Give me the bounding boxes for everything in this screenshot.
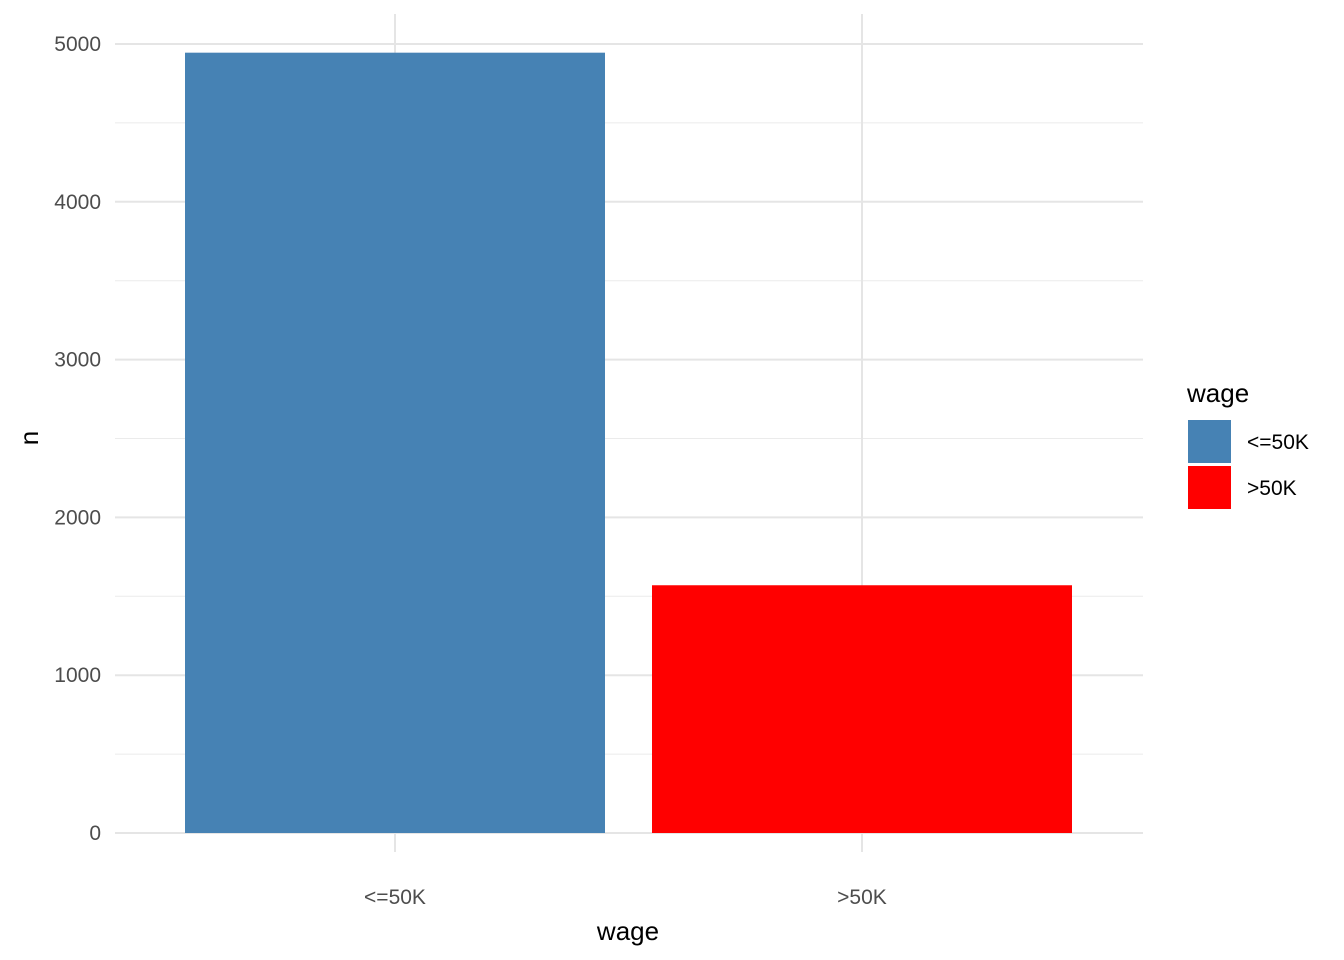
x-tick-label: >50K	[837, 886, 887, 909]
legend-title: wage	[1186, 378, 1249, 408]
legend-key	[1188, 420, 1231, 463]
legend: wage <=50K >50K	[1186, 378, 1309, 509]
x-axis-title: wage	[596, 916, 659, 946]
y-tick-label: 4000	[54, 191, 101, 214]
legend-label: >50K	[1247, 477, 1297, 500]
y-axis-ticks: 0 1000 2000 3000 4000 5000	[54, 33, 101, 845]
bars	[185, 52, 1072, 833]
bar	[185, 52, 605, 833]
legend-key	[1188, 466, 1231, 509]
legend-label: <=50K	[1247, 431, 1309, 454]
bar	[652, 585, 1072, 833]
x-tick-label: <=50K	[364, 886, 426, 909]
y-tick-label: 2000	[54, 506, 101, 529]
y-tick-label: 5000	[54, 33, 101, 56]
y-tick-label: 1000	[54, 664, 101, 687]
y-axis-title: n	[14, 431, 44, 445]
y-tick-label: 0	[89, 822, 101, 845]
y-tick-label: 3000	[54, 349, 101, 372]
x-axis-ticks: <=50K >50K	[364, 886, 887, 909]
